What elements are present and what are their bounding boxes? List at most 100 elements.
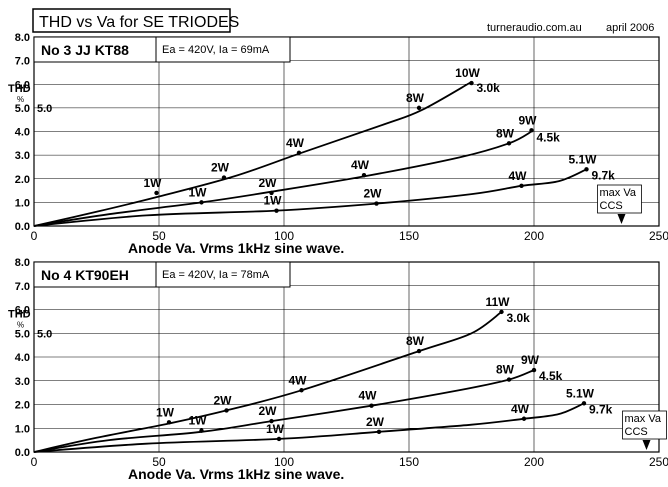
- power-label: 4W: [359, 389, 378, 403]
- annotation-line2: CCS: [600, 200, 623, 212]
- y-tick-label: 8.0: [15, 257, 30, 269]
- y-tick-label: 0.0: [15, 221, 30, 233]
- power-label: 2W: [366, 415, 385, 429]
- power-label: 8W: [496, 126, 515, 140]
- power-marker: [584, 167, 589, 172]
- power-label: 1W: [156, 405, 175, 419]
- x-tick-label: 100: [274, 455, 294, 469]
- power-label: 5.1W: [568, 152, 597, 166]
- power-label: 1W: [144, 176, 163, 190]
- power-marker: [369, 403, 374, 408]
- power-marker: [416, 105, 422, 111]
- power-marker: [531, 367, 537, 373]
- y-tick-label: 2.0: [15, 174, 30, 186]
- date-label: april 2006: [606, 22, 654, 34]
- chart-subtitle: Ea = 420V, Ia = 78mA: [162, 269, 270, 281]
- power-label: 2W: [211, 161, 230, 175]
- series-name-label: 9.7k: [589, 402, 613, 416]
- x-tick-label: 200: [524, 455, 544, 469]
- annotation-line1: max Va: [600, 187, 637, 199]
- power-marker: [581, 401, 587, 406]
- series-line: [33, 130, 532, 227]
- series-name-label: 3.0k: [477, 81, 501, 95]
- chart-title: No 4 KT90EH: [41, 267, 129, 283]
- power-label: 1W: [189, 414, 208, 428]
- power-label: 8W: [406, 334, 425, 348]
- power-label: 9W: [519, 113, 538, 127]
- y-tick-label: 0.0: [15, 447, 30, 459]
- series-line: [33, 311, 503, 453]
- x-tick-label: 200: [524, 229, 544, 243]
- power-label: 4W: [351, 158, 370, 172]
- power-label: 2W: [259, 404, 278, 418]
- power-marker: [376, 429, 382, 435]
- y-tick-label: 5.0: [15, 328, 30, 340]
- power-marker: [416, 348, 422, 354]
- y-axis-unit: %: [17, 320, 24, 329]
- power-marker: [269, 190, 274, 196]
- series-name-label: 9.7k: [592, 168, 616, 182]
- power-label: 1W: [264, 194, 283, 208]
- subtitle-panel-box: [155, 261, 291, 288]
- power-marker: [299, 388, 304, 393]
- y-axis-label: THD: [8, 308, 31, 320]
- y-tick-label: 6.0: [15, 79, 30, 91]
- power-label: 4W: [289, 373, 308, 387]
- y-extra-tick: 5.0: [37, 328, 52, 340]
- power-marker: [506, 141, 512, 146]
- y-extra-tick: 5.0: [37, 103, 52, 115]
- power-label: 4W: [286, 136, 305, 150]
- annotation-arrow-icon: [642, 440, 651, 450]
- power-label: 11W: [485, 295, 510, 309]
- x-axis-label: Anode Va. Vrms 1kHz sine wave.: [128, 240, 344, 256]
- y-tick-label: 1.0: [15, 423, 30, 435]
- x-tick-label: 250: [649, 229, 668, 243]
- power-marker: [506, 377, 512, 382]
- series-line: [33, 369, 535, 453]
- power-label: 10W: [455, 66, 480, 80]
- power-marker: [519, 183, 524, 189]
- power-label: 1W: [189, 185, 208, 199]
- title-box: [32, 8, 231, 33]
- annotation-line2: CCS: [625, 426, 648, 438]
- annotation-box: [597, 184, 642, 214]
- y-tick-label: 2.0: [15, 400, 30, 412]
- subtitle-panel-box: [155, 36, 291, 63]
- annotation-line1: max Va: [625, 413, 662, 425]
- y-tick-label: 1.0: [15, 197, 30, 209]
- power-marker: [224, 408, 229, 413]
- power-label: 2W: [214, 393, 233, 407]
- power-marker: [499, 309, 504, 315]
- power-marker: [199, 428, 204, 433]
- x-tick-label: 50: [152, 455, 166, 469]
- y-tick-label: 3.0: [15, 150, 30, 162]
- site-name: turneraudio.com.au: [487, 22, 582, 34]
- x-tick-label: 250: [649, 455, 668, 469]
- x-tick-label: 50: [152, 229, 166, 243]
- y-tick-label: 4.0: [15, 127, 30, 139]
- series-name-label: 4.5k: [539, 369, 563, 383]
- power-marker: [221, 175, 227, 180]
- y-tick-label: 7.0: [15, 56, 30, 68]
- power-label: 4W: [509, 169, 528, 183]
- power-label: 8W: [406, 91, 425, 105]
- y-tick-label: 6.0: [15, 305, 30, 317]
- y-tick-label: 8.0: [15, 32, 30, 44]
- x-axis-label: Anode Va. Vrms 1kHz sine wave.: [128, 466, 344, 482]
- power-marker: [529, 128, 534, 133]
- chart-panel-kt88: 0.0 1.0 2.0 3.0 4.0 5.0 6.0 7.0 8.0 0 50 100 150 200 2…: [8, 32, 668, 256]
- y-axis-label: THD: [8, 83, 31, 95]
- y-tick-label: 7.0: [15, 281, 30, 293]
- series-name-label: 4.5k: [537, 131, 561, 145]
- y-tick-label: 3.0: [15, 376, 30, 388]
- power-marker: [199, 200, 204, 205]
- y-tick-label: 5.0: [15, 103, 30, 115]
- power-label: 8W: [496, 363, 515, 377]
- power-label: 4W: [511, 402, 530, 416]
- y-tick-label: 4.0: [15, 352, 30, 364]
- power-label: 5.1W: [566, 386, 595, 400]
- power-marker: [374, 201, 379, 206]
- series-line: [33, 81, 472, 227]
- power-label: 2W: [364, 187, 383, 201]
